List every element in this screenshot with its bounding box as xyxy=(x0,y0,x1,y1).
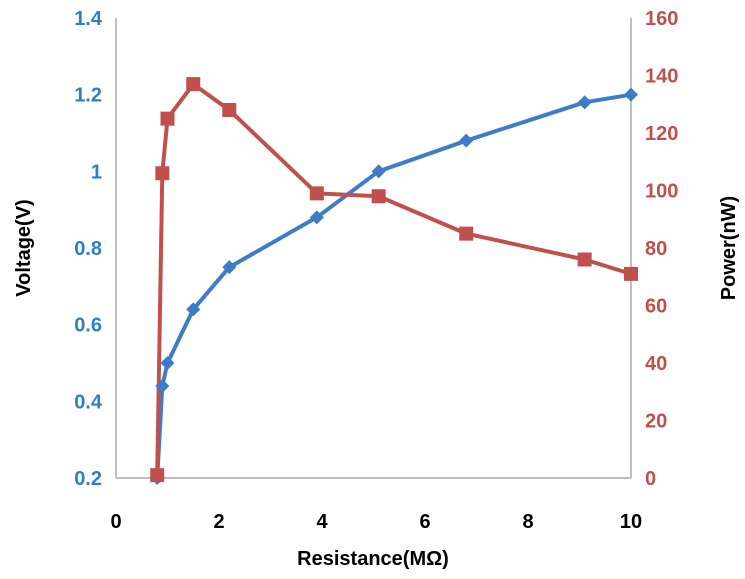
x-tick-label: 0 xyxy=(110,511,121,533)
x-axis-title: Resistance(MΩ) xyxy=(297,548,449,570)
voltage-data-point xyxy=(371,164,386,179)
voltage-data-point xyxy=(309,210,324,225)
left-y-tick-label: 1 xyxy=(91,161,102,183)
right-y-tick-label: 0 xyxy=(645,468,656,490)
x-tick-labels: 0 2 4 6 8 10 xyxy=(110,511,642,533)
power-data-point xyxy=(371,189,386,204)
series-layer xyxy=(150,77,638,485)
voltage-data-point xyxy=(624,87,638,102)
left-y-tick-label: 0.2 xyxy=(74,468,102,490)
power-data-point xyxy=(577,252,592,267)
x-tick-label: 4 xyxy=(316,511,328,533)
right-y-tick-label: 120 xyxy=(645,123,678,145)
power-data-point xyxy=(309,186,324,201)
power-data-point xyxy=(222,103,237,117)
x-tick-label: 6 xyxy=(419,511,430,533)
right-y-tick-labels: 0 20 40 60 80 100 120 140 160 xyxy=(645,8,678,490)
left-y-tick-label: 0.6 xyxy=(74,315,102,337)
right-y-tick-label: 140 xyxy=(645,66,678,88)
right-y-tick-label: 20 xyxy=(645,411,667,433)
left-y-axis-title: Voltage(V) xyxy=(13,199,35,296)
power-data-point xyxy=(186,77,201,92)
x-tick-label: 10 xyxy=(620,511,642,533)
power-series-line xyxy=(155,82,632,476)
voltage-data-point xyxy=(186,302,201,317)
voltage-data-point xyxy=(222,260,237,275)
left-y-tick-label: 0.8 xyxy=(74,238,102,260)
right-y-tick-label: 60 xyxy=(645,296,667,318)
power-data-point xyxy=(624,266,638,281)
right-y-tick-label: 100 xyxy=(645,181,678,203)
power-data-point xyxy=(150,468,165,483)
voltage-data-point xyxy=(155,379,170,393)
left-y-tick-label: 0.4 xyxy=(74,391,103,413)
x-tick-label: 2 xyxy=(213,511,224,533)
right-y-tick-label: 80 xyxy=(645,238,667,260)
power-data-point xyxy=(160,111,175,126)
power-data-point xyxy=(155,166,170,181)
voltage-data-point xyxy=(459,133,474,148)
x-tick-label: 8 xyxy=(522,511,533,533)
left-y-tick-label: 1.4 xyxy=(74,8,103,30)
right-y-tick-label: 160 xyxy=(645,8,678,30)
power-data-point xyxy=(459,226,474,241)
right-y-tick-label: 40 xyxy=(645,353,667,375)
left-y-tick-labels: 0.2 0.4 0.6 0.8 1 1.2 1.4 xyxy=(74,8,103,490)
voltage-series-line xyxy=(155,92,632,479)
voltage-data-point xyxy=(160,356,175,370)
left-y-tick-label: 1.2 xyxy=(74,85,102,107)
voltage-data-point xyxy=(577,95,592,110)
right-y-axis-title: Power(nW) xyxy=(718,196,740,300)
